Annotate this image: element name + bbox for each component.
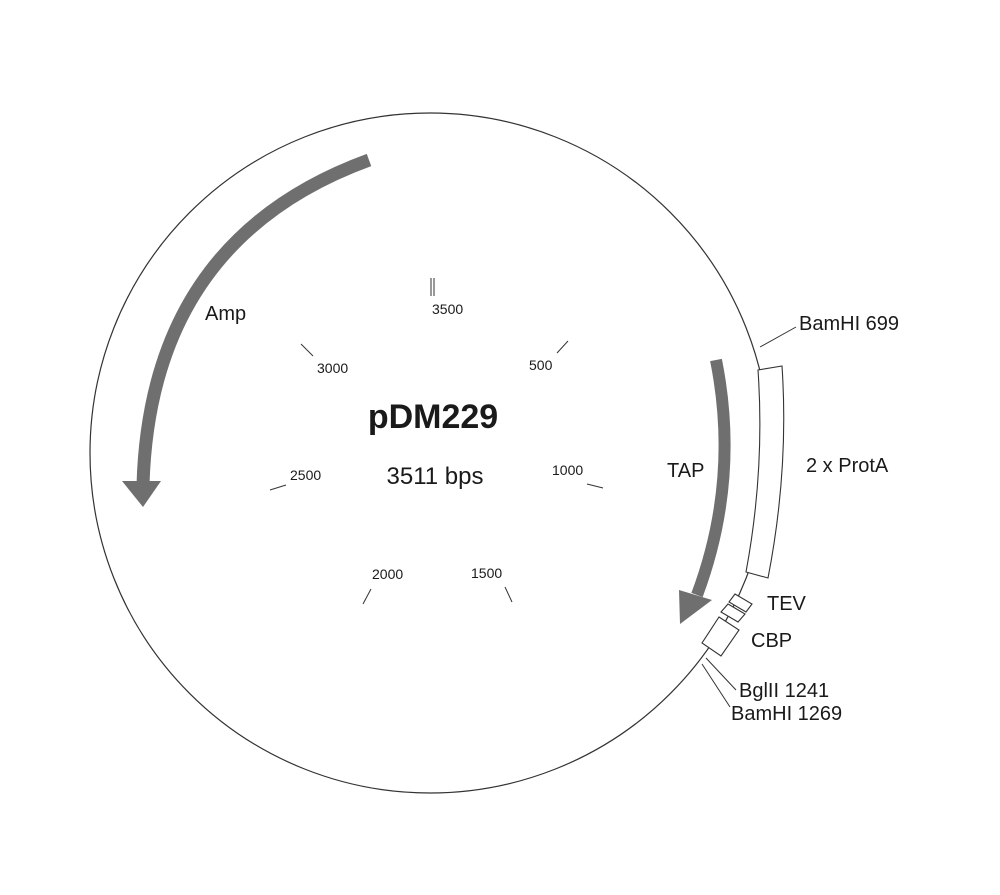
amp-arrow (136, 153, 372, 486)
tick-2500-mark (269, 484, 287, 491)
tick-label-500: 500 (529, 357, 553, 373)
site-line-bamhi-699 (759, 326, 797, 348)
tick-label-2000: 2000 (372, 566, 403, 582)
feature-label-tap: TAP (667, 460, 704, 482)
feature-label-amp: Amp (205, 303, 246, 325)
tick-500-mark (556, 340, 569, 354)
tick-1500-mark (504, 586, 513, 603)
feature-label-cbp: CBP (751, 630, 792, 652)
tick-label-3500: 3500 (432, 301, 463, 317)
tick-label-3000: 3000 (317, 360, 348, 376)
site-line-bamhi-1269 (701, 663, 731, 708)
tick-3000-mark (300, 343, 314, 357)
site-label-bglii-1241: BglII 1241 (739, 680, 829, 702)
tap-arrowhead (679, 590, 712, 624)
plasmid-size: 3511 bps (387, 463, 484, 490)
tick-label-1500: 1500 (471, 565, 502, 581)
tick-label-1000: 1000 (552, 462, 583, 478)
tap-arrow (691, 358, 731, 598)
cbp-box (701, 616, 740, 657)
site-line-bglii-1241 (705, 657, 737, 691)
tick-label-2500: 2500 (290, 467, 321, 483)
tick-1000-mark (586, 483, 604, 489)
tev-box-2 (720, 603, 746, 623)
feature-label-protA: 2 x ProtA (806, 455, 889, 477)
protA-box (745, 365, 785, 579)
tick-2000-mark (362, 588, 372, 605)
feature-label-tev: TEV (767, 593, 807, 615)
plasmid-name: pDM229 (368, 398, 498, 436)
amp-arrowhead (122, 481, 161, 507)
site-label-bamhi-699: BamHI 699 (799, 313, 899, 335)
site-label-bamhi-1269: BamHI 1269 (731, 703, 842, 725)
plasmid-backbone (89, 112, 771, 794)
tev-box-1 (728, 593, 753, 613)
